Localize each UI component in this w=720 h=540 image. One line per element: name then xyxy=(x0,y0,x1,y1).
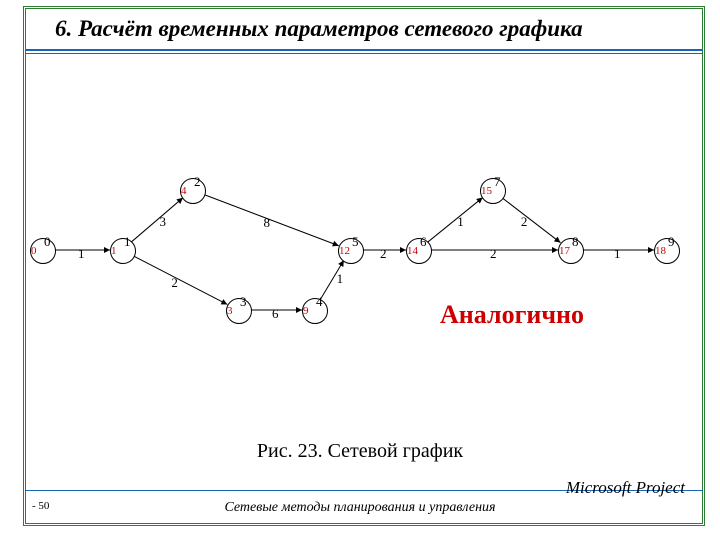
footer-right: Microsoft Project xyxy=(566,478,685,498)
edge-label: 8 xyxy=(263,215,270,231)
node-id-label: 4 xyxy=(316,294,323,310)
node-time-label: 17 xyxy=(559,245,570,257)
node-time-label: 0 xyxy=(31,245,37,257)
edge-label: 2 xyxy=(490,246,497,262)
node-time-label: 18 xyxy=(655,245,666,257)
edge-label: 1 xyxy=(78,246,85,262)
edge-label: 1 xyxy=(614,246,621,262)
title-rule-2 xyxy=(25,53,703,54)
title-rule-1 xyxy=(25,49,703,51)
node-id-label: 1 xyxy=(124,234,131,250)
edge-label: 2 xyxy=(380,246,387,262)
node-time-label: 15 xyxy=(481,185,492,197)
node-id-label: 2 xyxy=(194,174,201,190)
footer-center: Сетевые методы планирования и управления xyxy=(0,500,720,516)
figure-caption: Рис. 23. Сетевой график xyxy=(0,440,720,463)
node-time-label: 12 xyxy=(339,245,350,257)
edge-label: 3 xyxy=(160,214,167,230)
node-time-label: 9 xyxy=(303,305,309,317)
edge-label: 2 xyxy=(171,275,178,291)
edge-label: 6 xyxy=(272,306,279,322)
node-id-label: 0 xyxy=(44,234,51,250)
node-time-label: 1 xyxy=(111,245,117,257)
node-id-label: 8 xyxy=(572,234,579,250)
node-id-label: 7 xyxy=(494,174,501,190)
node-id-label: 3 xyxy=(240,294,247,310)
node-id-label: 5 xyxy=(352,234,359,250)
node-time-label: 14 xyxy=(407,245,418,257)
edge-label: 1 xyxy=(457,214,464,230)
node-time-label: 4 xyxy=(181,185,187,197)
page-title: 6. Расчёт временных параметров сетевого … xyxy=(55,16,695,42)
annotation-text: Аналогично xyxy=(440,300,584,330)
node-time-label: 3 xyxy=(227,305,233,317)
edge-label: 2 xyxy=(521,214,528,230)
edge-label: 1 xyxy=(337,271,344,287)
node-id-label: 9 xyxy=(668,234,675,250)
node-id-label: 6 xyxy=(420,234,427,250)
